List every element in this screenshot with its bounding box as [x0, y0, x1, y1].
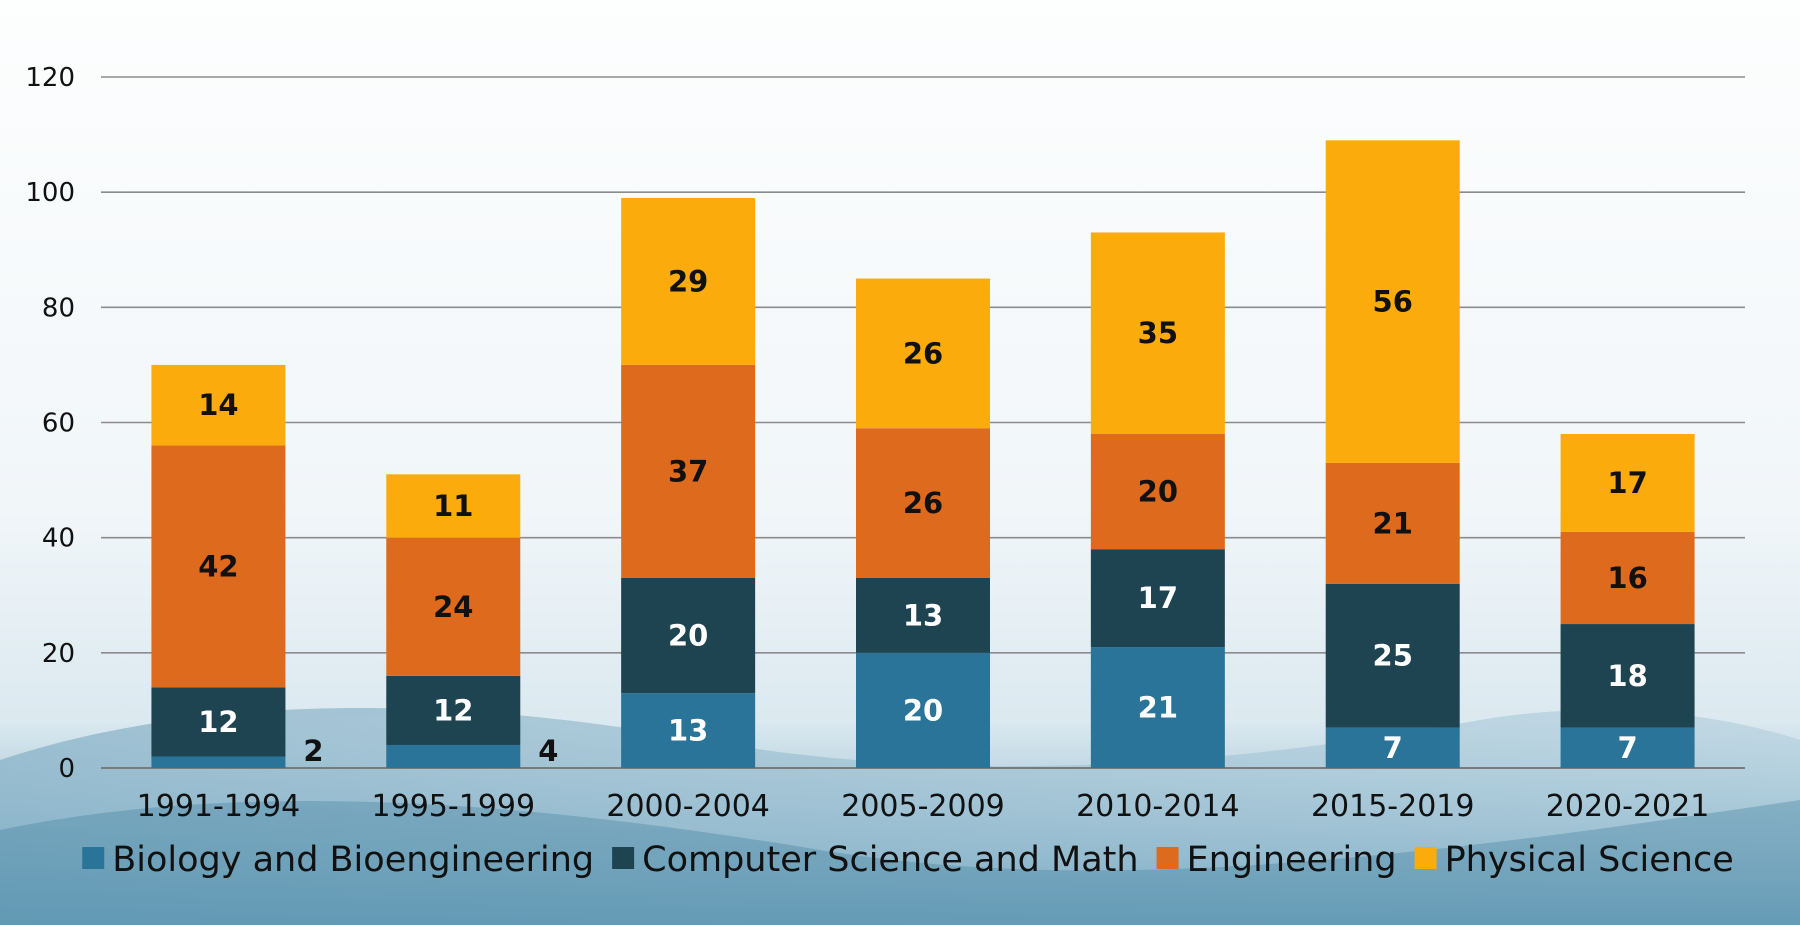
- bar-segment: [1325, 727, 1460, 768]
- bar-segment: [1325, 583, 1460, 728]
- y-tick-label: 0: [58, 754, 75, 784]
- bar-segment: [386, 537, 521, 676]
- legend-swatch: [612, 847, 635, 869]
- x-tick-label: 1991-1994: [137, 789, 301, 824]
- data-label: 20: [1138, 475, 1178, 509]
- legend-label: Computer Science and Math: [642, 840, 1138, 880]
- y-tick-label: 80: [42, 293, 75, 323]
- data-label: 12: [433, 693, 473, 727]
- data-label: 12: [198, 705, 238, 739]
- bar-segment: [856, 278, 990, 429]
- y-tick-label: 20: [42, 639, 75, 669]
- bar-segment: [1090, 232, 1225, 435]
- legend-swatch: [82, 847, 105, 869]
- data-label: 20: [668, 619, 708, 653]
- data-label: 18: [1607, 659, 1647, 693]
- data-label: 56: [1373, 285, 1413, 319]
- data-label: 26: [903, 336, 943, 370]
- bar-segment: [151, 445, 286, 688]
- bar-segment: [621, 197, 756, 365]
- bar-segment: [1325, 140, 1460, 463]
- data-label: 17: [1138, 581, 1178, 615]
- x-tick-label: 1995-1999: [372, 789, 536, 824]
- x-tick-label: 2015-2019: [1311, 789, 1475, 824]
- data-label: 2: [303, 734, 323, 768]
- data-label: 20: [903, 693, 943, 727]
- data-label: 13: [668, 714, 708, 748]
- data-label: 13: [903, 598, 943, 632]
- bar-segment: [1090, 434, 1225, 550]
- bar-segment: [386, 675, 521, 745]
- bar-segment: [151, 364, 286, 446]
- bar-segment: [1560, 434, 1695, 532]
- bar-segment: [621, 577, 756, 694]
- bar-segment: [386, 744, 521, 768]
- background-wave-2: [0, 800, 1800, 925]
- bar-segment: [1560, 727, 1695, 768]
- x-tick-label: 2020-2021: [1546, 789, 1710, 824]
- data-label: 25: [1373, 639, 1413, 673]
- y-tick-label: 120: [25, 63, 75, 93]
- data-label: 21: [1373, 506, 1413, 540]
- legend-label: Biology and Bioengineering: [112, 840, 594, 880]
- legend-item: Engineering: [1156, 840, 1397, 880]
- bar-segment: [856, 577, 990, 653]
- bar-segment: [856, 428, 990, 578]
- bar-segment: [151, 687, 286, 757]
- bar-segment: [1090, 549, 1225, 648]
- data-label: 11: [433, 489, 473, 523]
- legend-swatch: [1156, 847, 1179, 869]
- bar-segment: [621, 693, 756, 768]
- bar-segment: [1090, 647, 1225, 768]
- bar-segment: [151, 756, 286, 768]
- x-tick-label: 2005-2009: [841, 789, 1005, 824]
- legend-item: Computer Science and Math: [612, 840, 1139, 880]
- data-label: 26: [903, 486, 943, 520]
- data-label: 29: [668, 264, 708, 298]
- data-label: 14: [198, 388, 238, 422]
- bar-segment: [1325, 462, 1460, 584]
- legend-item: Biology and Bioengineering: [82, 840, 594, 880]
- data-label: 16: [1607, 561, 1647, 595]
- data-label: 37: [668, 454, 708, 488]
- data-label: 4: [538, 734, 558, 768]
- axes: 0 20 40 60 80 100 120 1991-1994 1995-1999 2000-20…: [25, 63, 1709, 824]
- data-labels: 2124214412241113203729201326262117203572…: [198, 264, 1648, 768]
- legend-swatch: [1414, 847, 1437, 869]
- data-label: 42: [198, 549, 238, 583]
- x-tick-label: 2010-2014: [1076, 789, 1240, 824]
- y-tick-label: 40: [42, 524, 75, 554]
- data-label: 21: [1138, 691, 1178, 725]
- data-label: 35: [1138, 316, 1178, 350]
- data-label: 7: [1617, 731, 1637, 765]
- x-tick-label: 2000-2004: [606, 789, 770, 824]
- bars: [151, 140, 1695, 768]
- bar-segment: [856, 652, 990, 768]
- bar-segment: [386, 474, 521, 538]
- legend-label: Physical Science: [1445, 840, 1734, 880]
- y-tick-label: 100: [25, 178, 75, 208]
- data-label: 7: [1383, 731, 1403, 765]
- y-tick-label: 60: [42, 409, 75, 439]
- bar-segment: [1560, 624, 1695, 728]
- bar-segment: [1560, 531, 1695, 625]
- legend-item: Physical Science: [1414, 840, 1734, 880]
- data-label: 17: [1607, 466, 1647, 500]
- legend: Biology and Bioengineering Computer Scien…: [82, 840, 1734, 880]
- legend-label: Engineering: [1187, 840, 1397, 880]
- bar-segment: [621, 364, 756, 578]
- data-label: 24: [433, 590, 473, 624]
